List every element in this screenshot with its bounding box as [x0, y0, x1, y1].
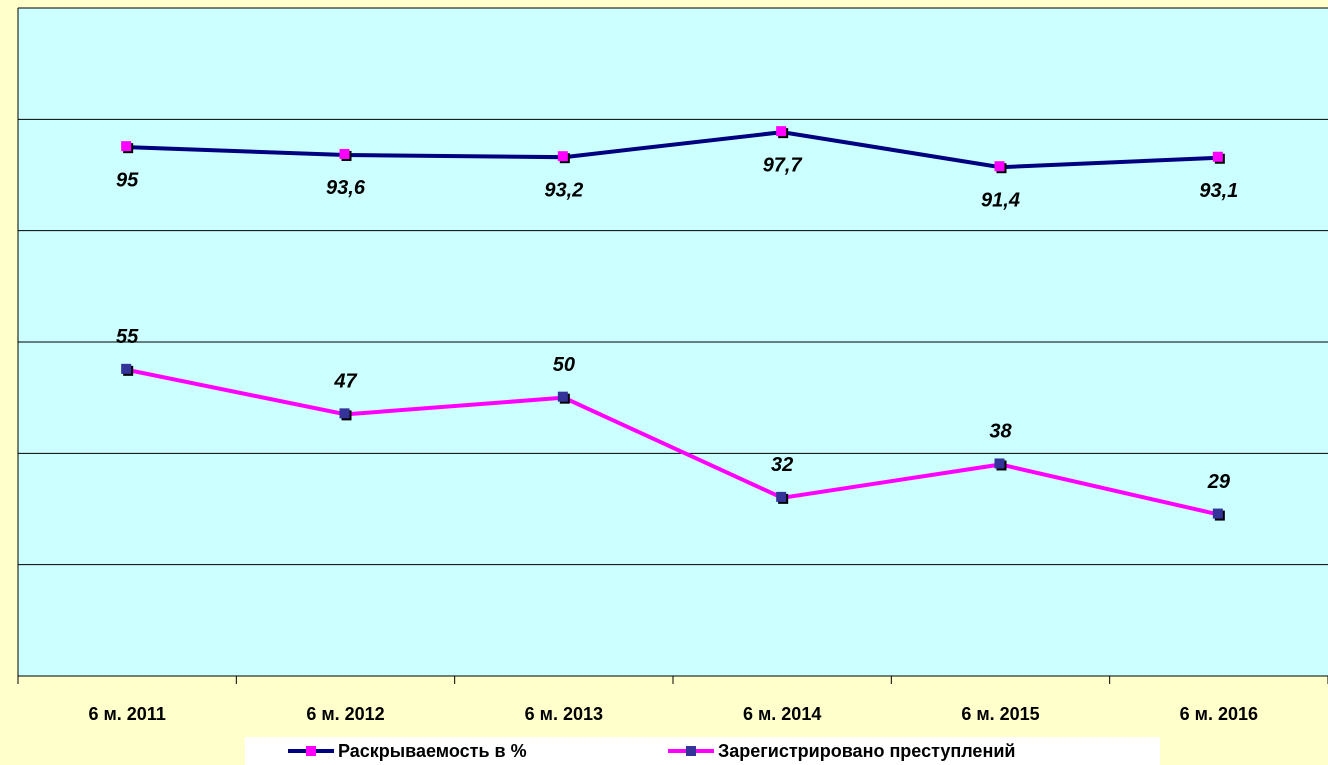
marker: [339, 148, 350, 159]
x-tick-label: 6 м. 2015: [961, 704, 1039, 724]
marker: [994, 161, 1005, 172]
data-label: 29: [1207, 471, 1231, 493]
marker: [557, 151, 568, 162]
x-tick-label: 6 м. 2011: [88, 704, 165, 724]
legend-label: Раскрываемость в %: [338, 741, 527, 761]
marker: [776, 491, 787, 502]
x-tick-label: 6 м. 2016: [1180, 704, 1258, 724]
x-tick-label: 6 м. 2014: [743, 704, 821, 724]
series-line: [127, 130, 1219, 170]
data-label: 55: [116, 326, 139, 348]
marker: [994, 458, 1005, 469]
legend-marker: [686, 746, 696, 756]
legend-marker: [306, 746, 316, 756]
data-label: 93,6: [326, 177, 366, 199]
data-label: 32: [771, 454, 793, 476]
series-line: [126, 367, 1220, 517]
data-label: 95: [116, 169, 139, 191]
x-tick-label: 6 м. 2013: [525, 704, 603, 724]
marker: [557, 391, 568, 402]
marker: [339, 408, 350, 419]
data-label: 93,2: [544, 179, 583, 201]
marker: [1212, 508, 1223, 519]
marker: [121, 363, 132, 374]
data-label: 38: [989, 421, 1012, 443]
marker: [776, 126, 787, 137]
data-label: 97,7: [763, 154, 803, 176]
legend-label: Зарегистрировано преступлений: [718, 741, 1015, 761]
data-label: 50: [553, 354, 575, 376]
data-label: 93,1: [1199, 180, 1238, 202]
marker: [1212, 151, 1223, 162]
data-label: 91,4: [981, 189, 1020, 211]
data-label: 47: [333, 371, 357, 393]
x-tick-label: 6 м. 2012: [306, 704, 384, 724]
marker: [121, 141, 132, 152]
